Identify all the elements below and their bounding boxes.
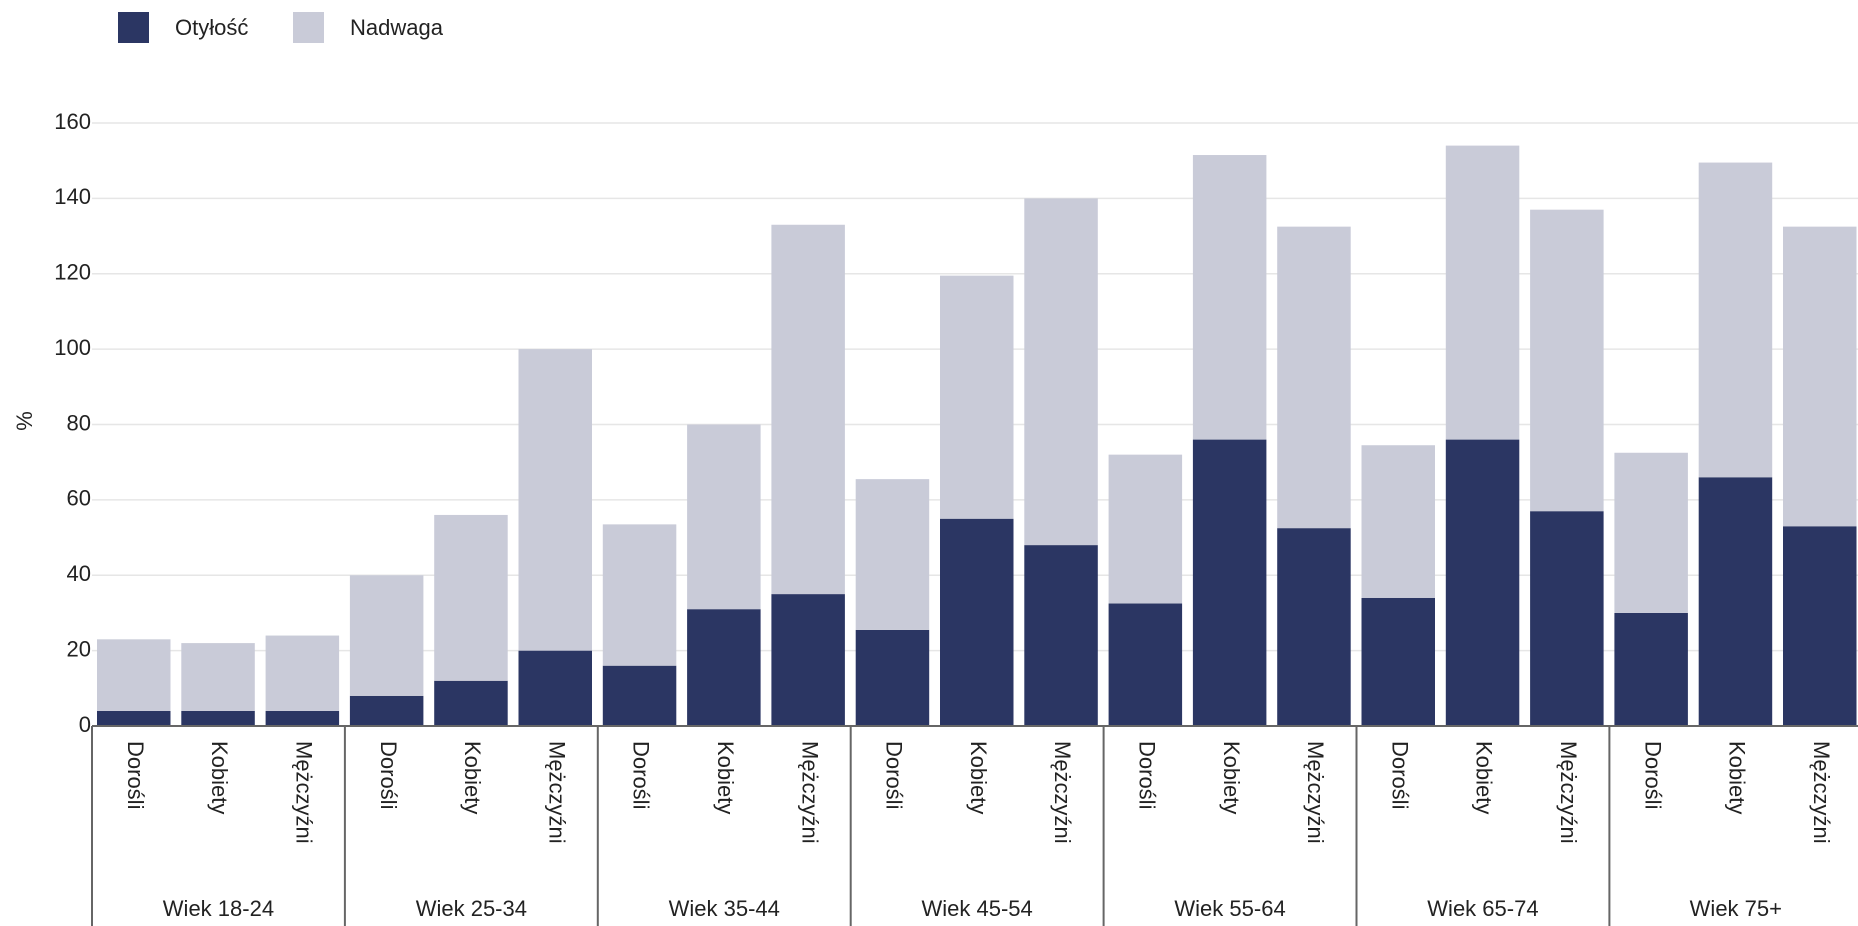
bar-segment [687, 609, 761, 726]
bar-segment [1530, 511, 1604, 726]
x-tick-label: Dorośli [376, 741, 401, 809]
x-tick-label: Mężczyźni [1050, 741, 1075, 844]
bar-segment [1445, 145, 1520, 440]
x-tick-label: Mężczyźni [797, 741, 822, 844]
y-tick-label: 60 [67, 486, 91, 511]
bar-segment [181, 710, 255, 726]
bar-segment [855, 479, 930, 630]
group-label: Wiek 75+ [1690, 896, 1782, 921]
bar-segment [181, 643, 255, 711]
bar-segment [1277, 528, 1351, 726]
bar-segment [940, 518, 1014, 726]
y-tick-label: 160 [54, 109, 91, 134]
x-tick-label: Kobiety [1472, 741, 1497, 814]
y-tick-label: 120 [54, 260, 91, 285]
bar-segment [97, 710, 171, 726]
bar-segment [434, 514, 508, 681]
bar-segment [518, 650, 592, 726]
x-tick-label: Dorośli [629, 741, 654, 809]
bar-segment [940, 275, 1014, 519]
x-tick-label: Mężczyźni [292, 741, 317, 844]
group-label: Wiek 45-54 [922, 896, 1033, 921]
bar-segment [1192, 439, 1267, 726]
bar-segment [349, 695, 424, 726]
bar-segment [1614, 452, 1688, 613]
bar-segment [1361, 597, 1435, 726]
bar-segment [1277, 226, 1351, 529]
bar-segment [265, 635, 340, 711]
y-tick-label: 0 [79, 712, 91, 737]
x-tick-label: Mężczyźni [544, 741, 569, 844]
bar-segment [1445, 439, 1520, 726]
x-tick-label: Dorośli [1387, 741, 1412, 809]
legend-swatch [118, 12, 149, 43]
group-label: Wiek 65-74 [1427, 896, 1538, 921]
x-tick-label: Kobiety [460, 741, 485, 814]
bar-segment [97, 639, 171, 711]
x-tick-label: Dorośli [882, 741, 907, 809]
group-label: Wiek 55-64 [1174, 896, 1285, 921]
group-label: Wiek 25-34 [416, 896, 527, 921]
bar-segment [1698, 477, 1773, 726]
group-label: Wiek 18-24 [163, 896, 274, 921]
bar-segment [1361, 445, 1435, 598]
legend-label: Nadwaga [350, 15, 444, 40]
bar-segment [771, 224, 845, 595]
x-tick-label: Dorośli [1640, 741, 1665, 809]
x-tick-label: Mężczyźni [1303, 741, 1328, 844]
y-tick-label: 100 [54, 335, 91, 360]
x-tick-label: Kobiety [1725, 741, 1750, 814]
x-tick-label: Kobiety [713, 741, 738, 814]
bar-segment [1024, 198, 1098, 546]
bar-segment [771, 594, 845, 726]
bar-segment [687, 424, 761, 610]
y-tick-label: 20 [67, 636, 91, 661]
legend-swatch [293, 12, 324, 43]
y-tick-label: 40 [67, 561, 91, 586]
x-tick-label: Dorośli [1135, 741, 1160, 809]
bar-segment [434, 680, 508, 726]
bar-segment [265, 710, 340, 726]
bar-segment [1783, 226, 1857, 527]
bar-segment [855, 629, 930, 726]
bar-segment [1108, 603, 1183, 726]
x-tick-label: Dorośli [123, 741, 148, 809]
bar-segment [1530, 209, 1604, 512]
x-tick-label: Kobiety [1219, 741, 1244, 814]
x-tick-label: Kobiety [207, 741, 232, 814]
y-tick-label: 80 [67, 410, 91, 435]
legend-label: Otyłość [175, 15, 248, 40]
x-tick-label: Mężczyźni [1809, 741, 1834, 844]
x-tick-label: Mężczyźni [1556, 741, 1581, 844]
bar-segment [1192, 155, 1267, 440]
bar-segment [1024, 545, 1098, 726]
bar-segment [518, 349, 592, 651]
group-label: Wiek 35-44 [669, 896, 780, 921]
x-tick-label: Kobiety [966, 741, 991, 814]
bar-segment [1783, 526, 1857, 726]
bar-segment [602, 665, 677, 726]
bar-segment [1108, 454, 1183, 604]
bar-segment [349, 575, 424, 696]
y-tick-label: 140 [54, 184, 91, 209]
bar-segment [1614, 612, 1688, 726]
y-axis-label: % [12, 411, 37, 431]
bar-segment [602, 524, 677, 666]
bar-segment [1698, 162, 1773, 478]
